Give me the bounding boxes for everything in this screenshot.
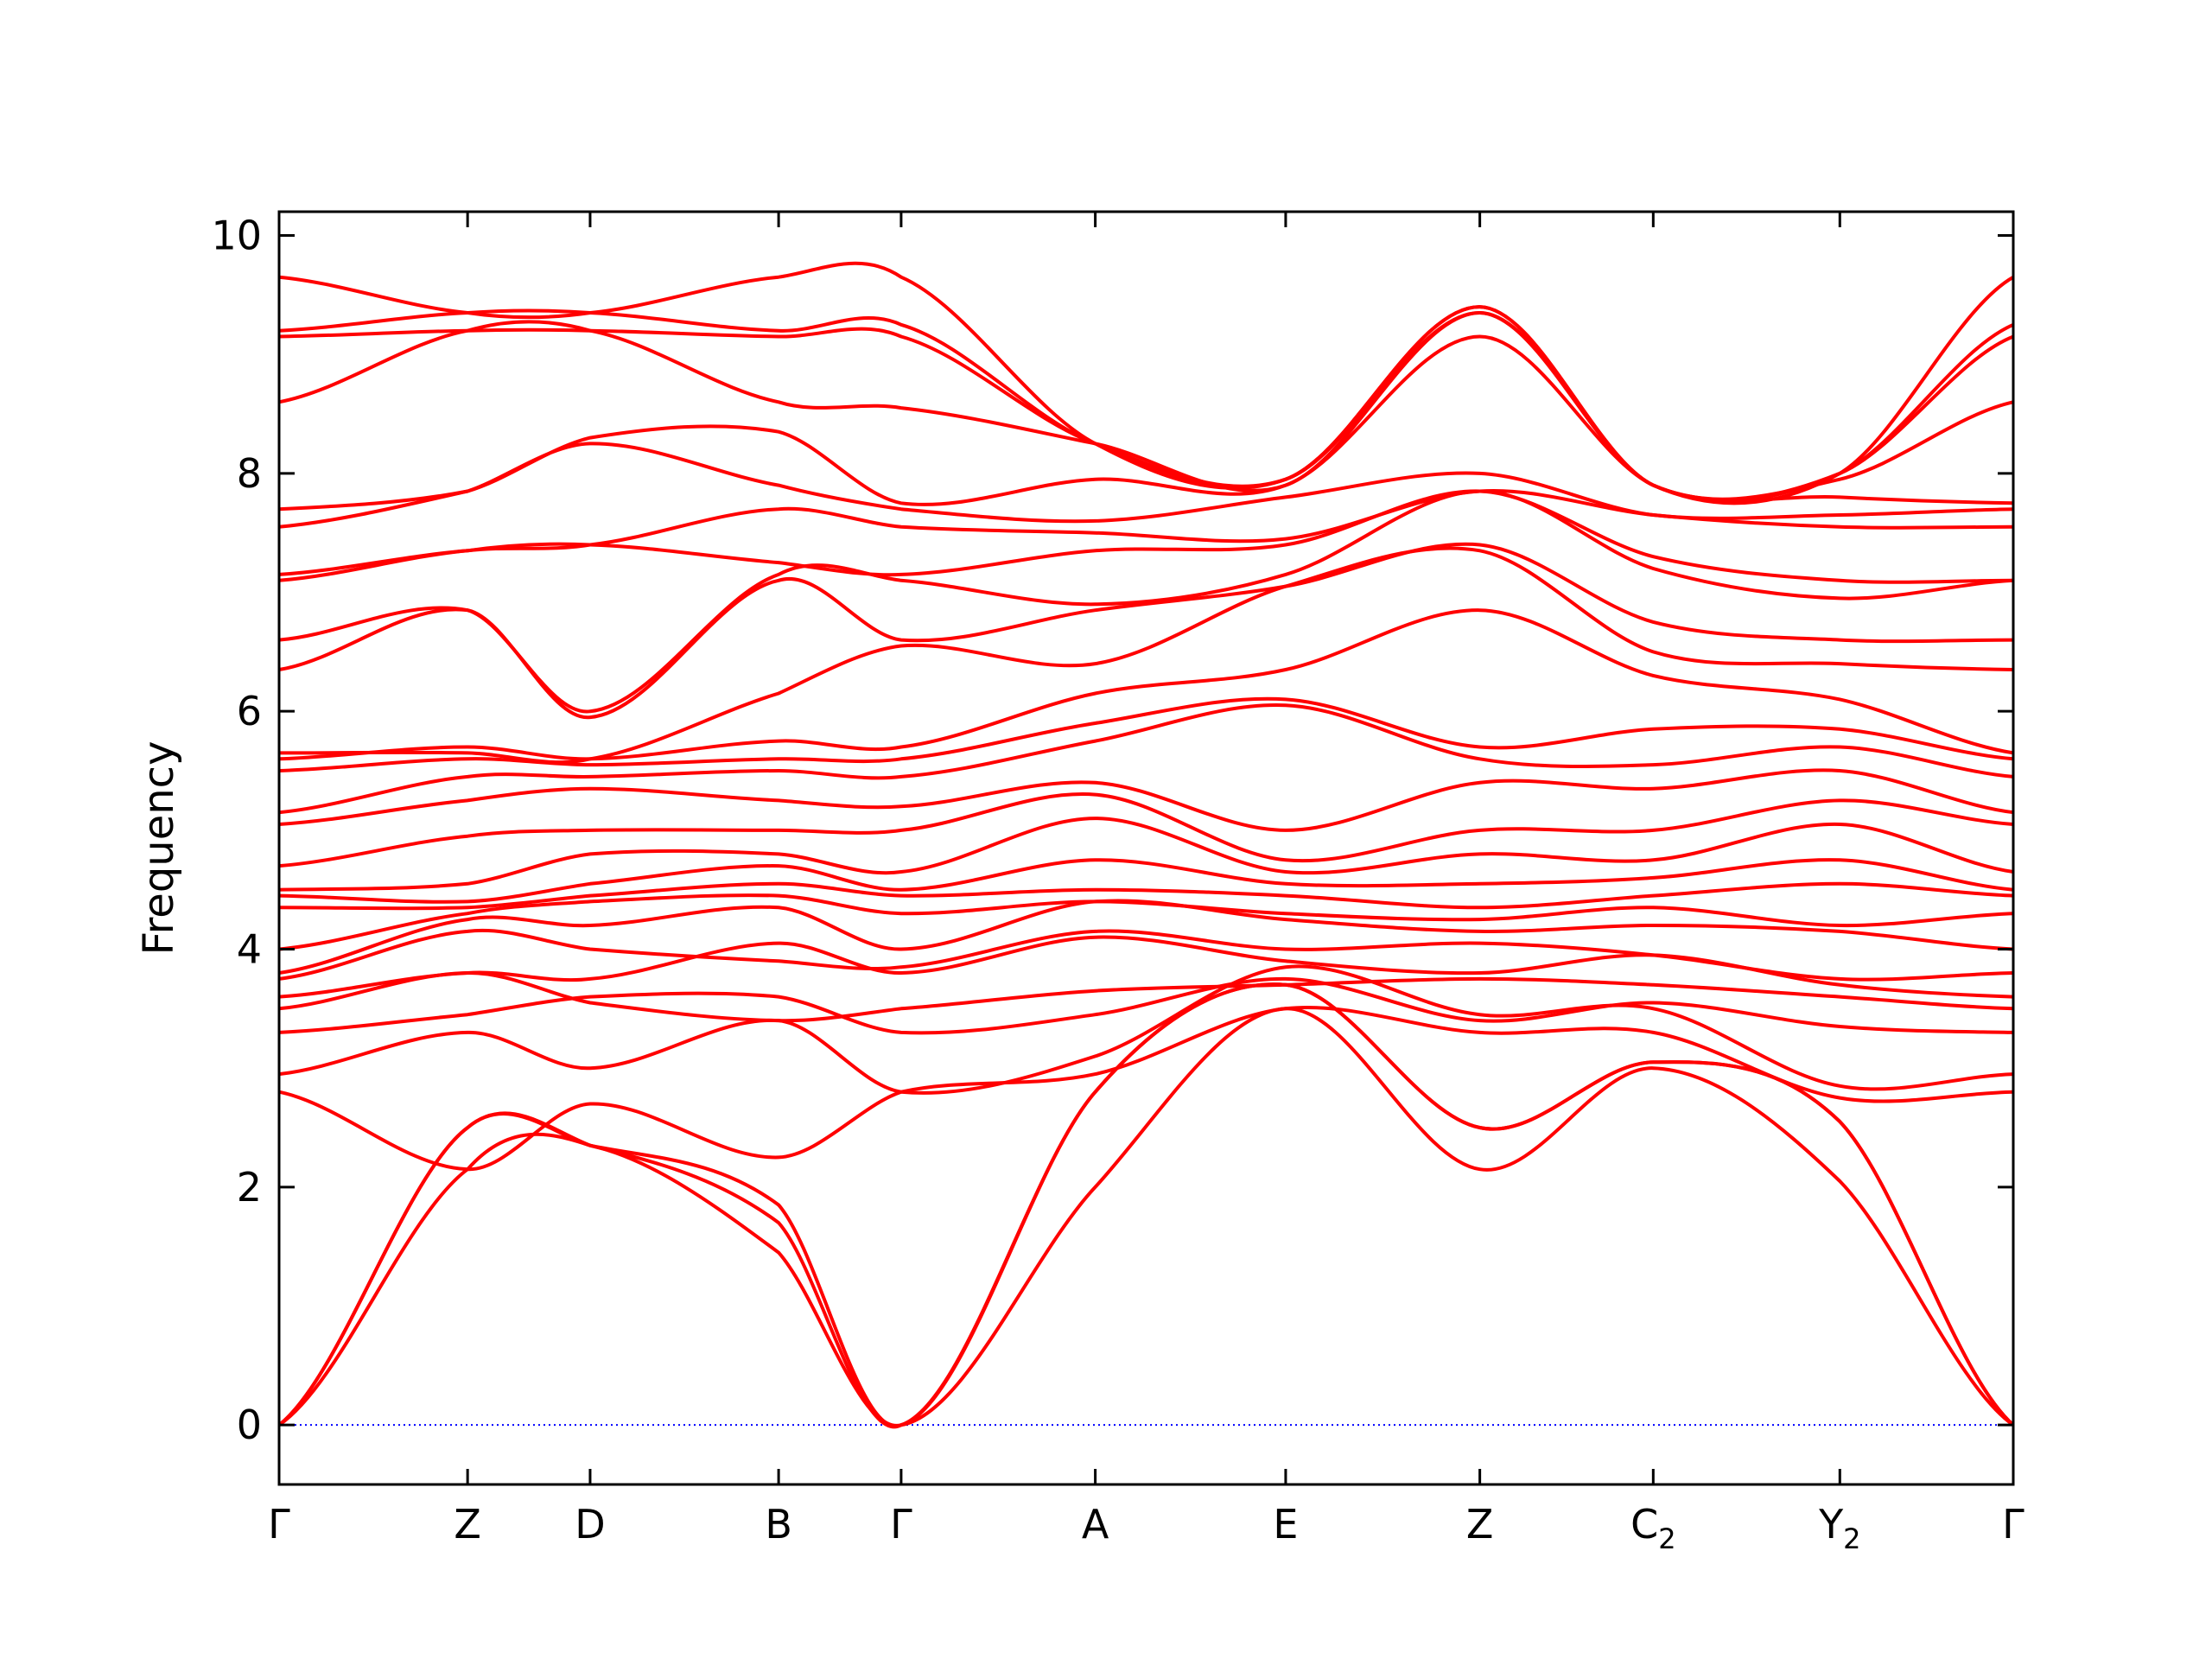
x-tick-label: Z: [454, 1501, 481, 1548]
band-line-17: [278, 703, 2014, 815]
band-line-21: [278, 542, 2014, 720]
band-line-29: [278, 305, 2014, 503]
band-line-7: [278, 970, 2014, 1023]
band-line-23: [278, 489, 2014, 584]
band-line-19: [278, 608, 2014, 761]
band-line-4: [278, 1006, 2014, 1172]
band-line-22: [278, 489, 2014, 714]
y-tick-label: 4: [237, 926, 262, 973]
y-tick-label: 10: [211, 213, 262, 259]
y-tick-label: 6: [237, 688, 262, 734]
plot-frame: [277, 210, 2015, 1486]
y-tick-label: 0: [237, 1402, 262, 1448]
x-tick-label: E: [1273, 1501, 1298, 1548]
band-line-16: [278, 768, 2014, 832]
band-line-28: [278, 310, 2014, 502]
band-line-26: [278, 334, 2014, 512]
band-line-12: [278, 881, 2014, 911]
tick-layer: 0 2 4 6 8 10 Γ Z D B Γ A E Z C2 Y2 Γ: [211, 212, 2024, 1555]
y-axis-label: Frequency: [135, 741, 183, 956]
band-line-3: [277, 982, 2015, 1428]
band-line-10: [278, 899, 2014, 975]
x-tick-label: C2: [1630, 1501, 1675, 1555]
x-tick-label: A: [1082, 1501, 1109, 1548]
band-line-20: [278, 546, 2014, 765]
band-line-13: [278, 858, 2014, 904]
band-line-11: [278, 893, 2014, 951]
band-line-1: [277, 1007, 2015, 1427]
band-line-14: [278, 817, 2014, 892]
x-tick-label: Z: [1466, 1501, 1494, 1548]
x-tick-label: B: [765, 1501, 792, 1548]
band-line-5: [278, 964, 2014, 1095]
band-line-27: [278, 310, 2014, 501]
band-line-18: [278, 696, 2014, 772]
x-tick-label: Γ: [2002, 1501, 2024, 1548]
y-tick-label: 2: [237, 1164, 262, 1211]
band-line-25: [278, 442, 2014, 529]
x-tick-label: Y2: [1818, 1501, 1860, 1555]
band-line-24: [278, 488, 2014, 576]
band-lines-layer: [277, 261, 2015, 1429]
x-tick-label: Γ: [890, 1501, 912, 1548]
x-tick-label: Γ: [268, 1501, 290, 1548]
y-tick-label: 8: [237, 450, 262, 497]
x-tick-label: D: [575, 1501, 605, 1548]
band-line-15: [278, 792, 2014, 868]
band-line-9: [278, 928, 2014, 982]
band-line-30: [278, 261, 2014, 505]
